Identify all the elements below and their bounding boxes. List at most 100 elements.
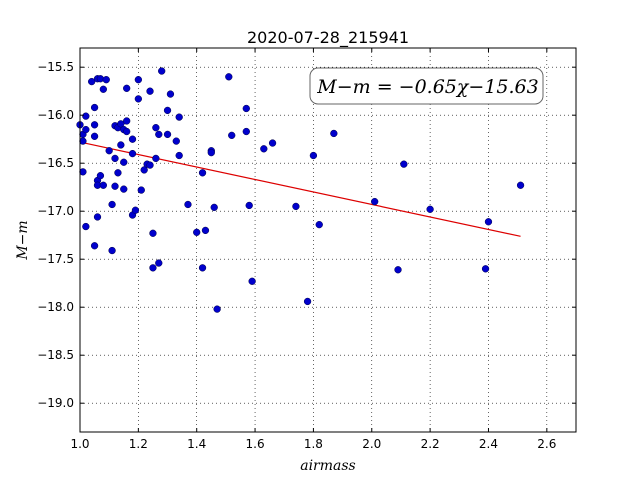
data-point bbox=[120, 185, 128, 193]
data-point bbox=[152, 124, 160, 132]
y-tick-label: −16.0 bbox=[37, 108, 74, 122]
data-point bbox=[146, 87, 154, 95]
data-point bbox=[105, 147, 113, 155]
data-point bbox=[268, 139, 277, 147]
data-point bbox=[149, 264, 157, 272]
y-tick-label: −18.5 bbox=[37, 348, 74, 362]
points-group bbox=[76, 67, 525, 313]
data-point bbox=[201, 226, 210, 235]
grid bbox=[79, 48, 576, 432]
data-point bbox=[213, 305, 221, 313]
data-point bbox=[248, 277, 256, 285]
data-point bbox=[90, 242, 99, 250]
data-point bbox=[131, 206, 140, 214]
data-point bbox=[88, 77, 96, 86]
data-point bbox=[99, 85, 107, 93]
data-point bbox=[158, 67, 166, 75]
data-point bbox=[96, 172, 105, 180]
data-point bbox=[155, 130, 163, 139]
data-point bbox=[163, 106, 172, 115]
ticks: 1.0 1.2 1.4 1.6 1.8 2.0 2.2 2.4 2.6 −15.5 −16.0 −16… bbox=[37, 48, 576, 451]
fit-annotation-text: M−m = −0.65χ−15.63 bbox=[316, 76, 538, 98]
data-point bbox=[120, 158, 128, 166]
data-point bbox=[90, 103, 99, 112]
x-tick-label: 1.8 bbox=[304, 437, 323, 451]
data-point bbox=[149, 229, 157, 237]
data-point bbox=[123, 117, 131, 125]
data-point bbox=[330, 129, 338, 138]
data-point bbox=[303, 297, 312, 306]
x-tick-label: 1.4 bbox=[187, 437, 206, 451]
data-point bbox=[242, 127, 250, 136]
x-tick-label: 1.6 bbox=[246, 437, 265, 451]
data-point bbox=[93, 213, 102, 221]
data-point bbox=[123, 127, 131, 136]
data-point bbox=[111, 154, 119, 163]
data-point bbox=[82, 125, 90, 134]
data-point bbox=[193, 228, 201, 236]
y-tick-label: −19.0 bbox=[37, 396, 74, 410]
data-point bbox=[175, 151, 183, 160]
data-point bbox=[152, 154, 160, 163]
data-point bbox=[123, 84, 131, 92]
data-point bbox=[245, 201, 253, 210]
data-point bbox=[128, 135, 137, 143]
data-point bbox=[426, 205, 434, 213]
data-point bbox=[108, 200, 116, 209]
data-point bbox=[155, 259, 163, 267]
data-point bbox=[315, 220, 323, 229]
data-point bbox=[137, 186, 145, 194]
data-point bbox=[108, 246, 116, 255]
fit-line-group bbox=[79, 141, 521, 237]
x-tick-label: 1.0 bbox=[70, 437, 89, 451]
data-point bbox=[117, 141, 125, 149]
data-point bbox=[117, 120, 125, 128]
data-point bbox=[481, 265, 490, 273]
data-point bbox=[210, 203, 218, 212]
plot-frame bbox=[79, 47, 577, 433]
data-point bbox=[400, 160, 408, 168]
x-tick-label: 1.2 bbox=[129, 437, 148, 451]
data-point bbox=[90, 121, 99, 129]
x-tick-label: 2.0 bbox=[362, 437, 381, 451]
y-tick-label: −17.0 bbox=[37, 204, 74, 218]
data-point bbox=[172, 137, 180, 145]
data-point bbox=[128, 149, 137, 158]
y-tick-label: −15.5 bbox=[37, 60, 74, 74]
chart-title: 2020-07-28_215941 bbox=[247, 28, 409, 48]
data-point bbox=[516, 181, 525, 189]
data-point bbox=[114, 169, 122, 177]
data-point bbox=[184, 200, 192, 209]
x-tick-label: 2.4 bbox=[479, 437, 498, 451]
fit-annotation-box bbox=[309, 67, 544, 105]
data-point bbox=[198, 169, 207, 177]
data-point bbox=[140, 166, 148, 174]
data-point bbox=[82, 222, 90, 231]
data-point bbox=[309, 151, 318, 160]
x-tick-label: 2.6 bbox=[537, 437, 556, 451]
fit-line bbox=[79, 141, 521, 237]
data-point bbox=[394, 266, 402, 274]
y-tick-label: −16.5 bbox=[37, 156, 74, 170]
x-tick-label: 2.2 bbox=[421, 437, 440, 451]
data-point bbox=[102, 76, 110, 84]
data-point bbox=[134, 76, 143, 84]
data-point bbox=[260, 145, 268, 153]
data-point bbox=[225, 73, 233, 81]
data-point bbox=[228, 131, 236, 140]
data-point bbox=[198, 264, 207, 272]
fit-annotation: M−m = −0.65χ−15.63 bbox=[309, 67, 544, 105]
x-axis-title: airmass bbox=[300, 458, 356, 474]
data-point bbox=[371, 197, 379, 206]
data-point bbox=[99, 181, 107, 189]
data-point bbox=[111, 182, 119, 190]
data-point bbox=[484, 218, 493, 226]
data-point bbox=[90, 132, 99, 140]
data-point bbox=[292, 202, 300, 211]
data-point bbox=[82, 112, 90, 120]
data-point bbox=[134, 95, 143, 103]
data-point bbox=[242, 104, 250, 113]
data-point bbox=[175, 113, 183, 121]
data-point bbox=[163, 130, 172, 139]
